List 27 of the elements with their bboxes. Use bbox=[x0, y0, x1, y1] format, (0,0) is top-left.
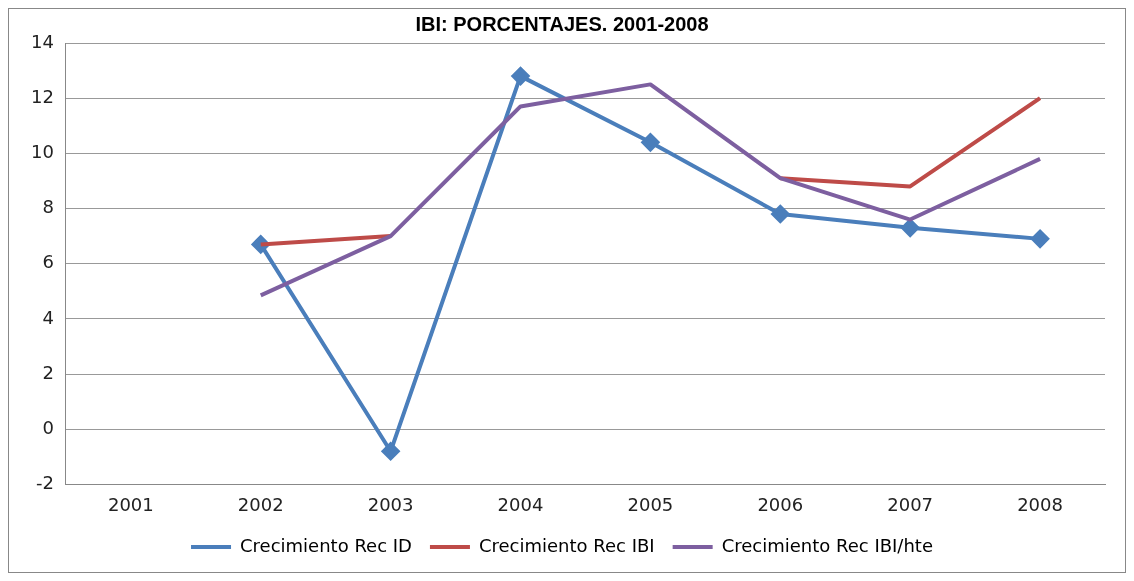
point bbox=[381, 442, 400, 461]
y-tick-label: 0 bbox=[42, 416, 54, 438]
x-tick-label: 2007 bbox=[887, 493, 934, 515]
point bbox=[511, 67, 530, 86]
x-tick-label: 2006 bbox=[757, 493, 804, 515]
x-tick-label: 2002 bbox=[237, 493, 284, 515]
x-tick-label: 2003 bbox=[367, 493, 414, 515]
x-tick-label: 2001 bbox=[107, 493, 154, 515]
legend-label: Crecimiento Rec IBI/hte bbox=[721, 534, 933, 556]
point bbox=[901, 218, 920, 237]
point bbox=[1031, 229, 1050, 248]
legend-label: Crecimiento Rec ID bbox=[240, 534, 412, 556]
legend-label: Crecimiento Rec IBI bbox=[478, 534, 655, 556]
x-tick-label: 2008 bbox=[1017, 493, 1063, 515]
x-tick-label: 2004 bbox=[497, 493, 544, 515]
x-tick-label: 2005 bbox=[627, 493, 674, 515]
y-tick-label: 6 bbox=[42, 251, 54, 273]
y-tick-label: -2 bbox=[35, 472, 54, 494]
y-tick-label: 12 bbox=[31, 85, 54, 107]
y-tick-label: 2 bbox=[42, 361, 54, 383]
chart-title: IBI: PORCENTAJES. 2001-2008 bbox=[415, 12, 709, 35]
y-tick-label: 8 bbox=[42, 196, 54, 218]
y-tick-label: 10 bbox=[31, 141, 54, 163]
y-tick-label: 4 bbox=[42, 306, 54, 328]
point bbox=[771, 205, 790, 224]
y-tick-label: 14 bbox=[31, 30, 54, 52]
point bbox=[641, 133, 660, 152]
